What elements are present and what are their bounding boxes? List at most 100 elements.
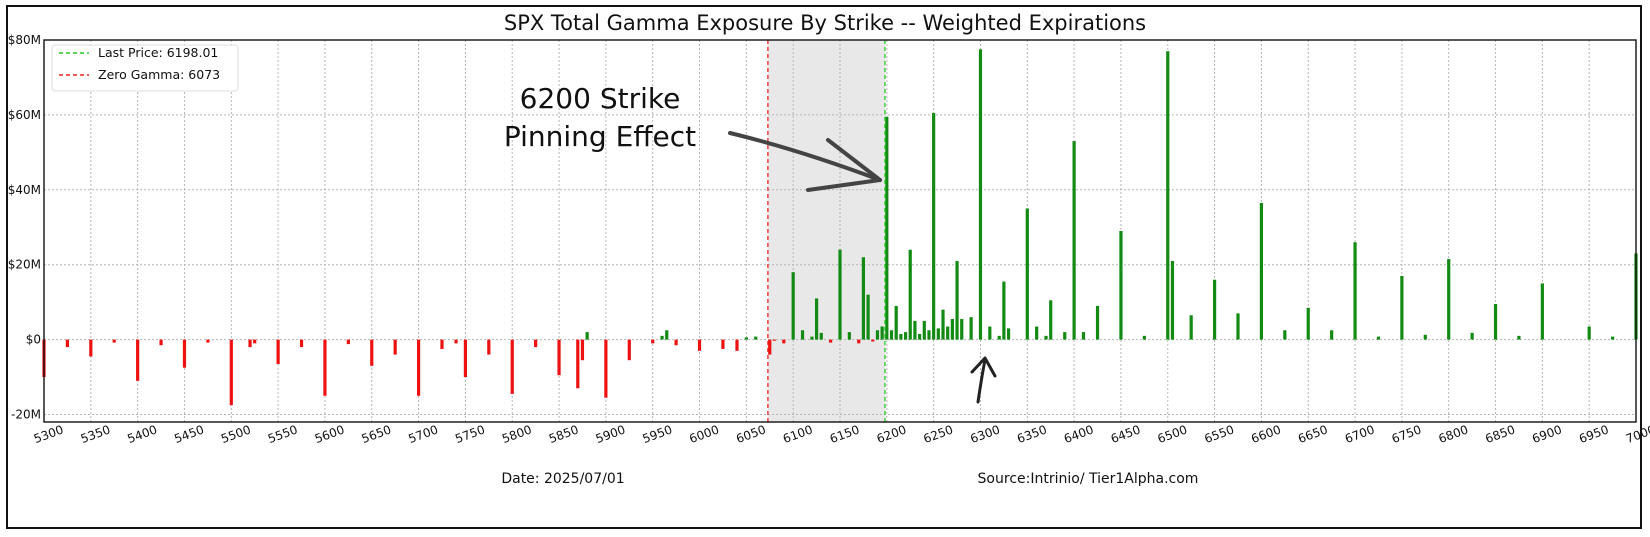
gamma-bar [978, 49, 983, 340]
legend-box [51, 44, 239, 92]
x-tick-label: 5900 [594, 422, 627, 446]
x-tick-label: 6350 [1015, 422, 1048, 446]
gamma-bar [1212, 279, 1217, 340]
gamma-bar [370, 339, 374, 366]
x-tick-label: 6500 [1156, 422, 1189, 446]
x-tick-label: 5750 [453, 422, 486, 446]
gamma-bar [754, 336, 758, 340]
gamma-bar [880, 326, 884, 340]
gamma-bar [857, 339, 861, 344]
gamma-bar [627, 339, 631, 361]
gamma-bar [735, 339, 739, 351]
gamma-bar [969, 317, 973, 340]
gamma-bar [416, 339, 421, 396]
footer-date: Date: 2025/07/01 [501, 471, 624, 487]
x-tick-label: 5650 [360, 422, 393, 446]
gamma-bar [697, 339, 702, 351]
gamma-bar [744, 337, 748, 340]
gamma-bar [1493, 304, 1498, 340]
gamma-bar [557, 339, 561, 376]
gamma-bar [604, 339, 608, 398]
gamma-bar [1517, 335, 1521, 340]
gamma-bar [721, 339, 725, 349]
gamma-bar [1170, 260, 1175, 340]
gamma-bar [847, 332, 851, 340]
shaded-region-layer [767, 40, 885, 422]
x-tick-label: 6700 [1343, 422, 1376, 446]
x-tick-label: 5600 [313, 422, 346, 446]
gamma-bar [936, 328, 940, 340]
gamma-bar [885, 116, 889, 340]
gamma-bar [922, 320, 926, 340]
legend-label: Zero Gamma: 6073 [98, 67, 220, 82]
gamma-bar [1049, 300, 1053, 340]
shaded-range [767, 40, 885, 422]
gamma-bar [1259, 202, 1264, 340]
x-tick-label: 6650 [1296, 422, 1329, 446]
x-tick-label: 5800 [500, 422, 533, 446]
gamma-bar [814, 298, 819, 340]
gamma-bar [136, 339, 140, 381]
gamma-bar [1035, 326, 1039, 340]
gamma-bar [440, 339, 444, 349]
gamma-bar [913, 320, 917, 340]
x-tick-label: 6150 [828, 422, 861, 446]
gamma-bar [651, 339, 655, 344]
gamma-bar [927, 330, 931, 340]
x-tick-label: 6400 [1062, 422, 1095, 446]
gamma-bar [1095, 305, 1100, 340]
gamma-bar [955, 260, 959, 340]
gamma-bar [1002, 281, 1006, 340]
x-tick-label: 5500 [219, 422, 252, 446]
gamma-bar [112, 339, 116, 343]
gamma-bar [866, 294, 870, 340]
gamma-bar [1610, 336, 1615, 340]
chart-title: SPX Total Gamma Exposure By Strike -- We… [504, 11, 1146, 35]
gamma-bar [1470, 332, 1474, 340]
chart-frame [6, 5, 1642, 529]
gamma-bar [276, 339, 280, 364]
y-tick-label: $0 [26, 333, 41, 347]
gamma-bar [1423, 334, 1427, 340]
gamma-bar [819, 332, 823, 340]
x-tick-label: 5400 [126, 422, 159, 446]
x-tick-label: 6000 [687, 422, 720, 446]
gamma-bar [988, 326, 992, 340]
legend: Last Price: 6198.01 Zero Gamma: 6073 [51, 44, 239, 92]
x-tick-label: 6950 [1577, 422, 1610, 446]
plot-border [43, 39, 1637, 423]
gamma-bar [159, 339, 163, 346]
gamma-bar [1353, 242, 1357, 340]
gamma-bar [1063, 332, 1067, 340]
gamma-bar [1025, 208, 1029, 340]
x-tick-label: 6800 [1437, 422, 1470, 446]
x-tick-label: 6900 [1530, 422, 1563, 446]
gamma-bar [782, 339, 786, 344]
gamma-bar [875, 330, 880, 340]
x-tick-label: 6050 [734, 422, 767, 446]
gamma-bar [810, 336, 814, 340]
gamma-bar [454, 339, 458, 344]
gamma-bar [1072, 141, 1076, 340]
x-tick-label: 7000 [1624, 422, 1650, 446]
y-tick-label: -20M [11, 408, 41, 422]
gamma-bar [1587, 326, 1591, 340]
gamma-bar [248, 339, 252, 348]
gamma-bar [1283, 330, 1287, 340]
gamma-bar [665, 330, 669, 340]
gamma-bar [1540, 283, 1544, 340]
gamma-bar [463, 339, 468, 378]
gamma-bar [800, 330, 805, 340]
annotation-arrowhead [806, 138, 882, 192]
y-tick-label: $20M [8, 258, 41, 272]
gamma-bar [534, 339, 538, 348]
reference-lines-layer [767, 40, 886, 422]
gamma-bar [903, 332, 908, 340]
gamma-bar [918, 333, 922, 340]
gamma-bar [585, 332, 589, 340]
gamma-bar [768, 339, 772, 355]
gamma-bar [997, 335, 1001, 340]
gamma-bar [323, 339, 327, 396]
x-tick-label: 5550 [266, 422, 299, 446]
